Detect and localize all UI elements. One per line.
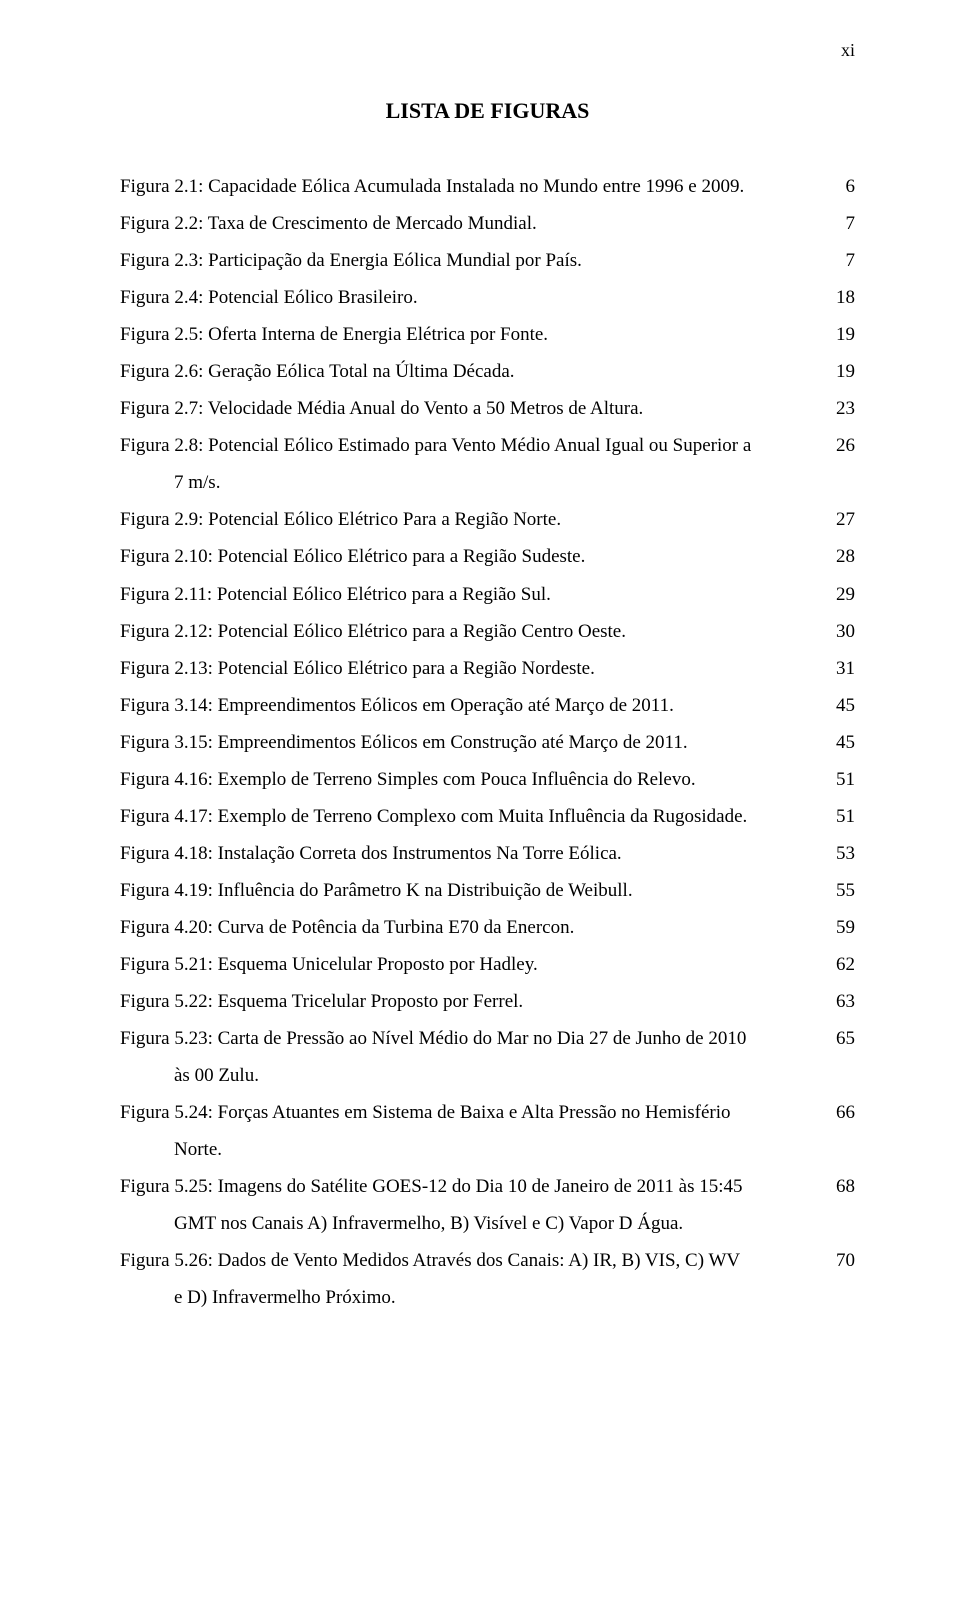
figure-entry-label: Figura 4.18: Instalação Correta dos Inst…	[120, 835, 823, 872]
figure-entry-label: Figura 2.1: Capacidade Eólica Acumulada …	[120, 168, 823, 205]
figure-entry: Figura 2.12: Potencial Eólico Elétrico p…	[120, 613, 855, 650]
figure-entry: Figura 2.1: Capacidade Eólica Acumulada …	[120, 168, 855, 205]
figure-entry-label: Figura 5.22: Esquema Tricelular Proposto…	[120, 983, 823, 1020]
figure-entry-page: 55	[823, 872, 855, 909]
figure-entry-page: 53	[823, 835, 855, 872]
figure-entry-page: 59	[823, 909, 855, 946]
figure-entry-label: Figura 2.2: Taxa de Crescimento de Merca…	[120, 205, 823, 242]
figure-entry-label: Figura 2.5: Oferta Interna de Energia El…	[120, 316, 823, 353]
figure-entry-label: Figura 2.7: Velocidade Média Anual do Ve…	[120, 390, 823, 427]
figure-entry-page: 31	[823, 650, 855, 687]
figure-entry-label: Figura 5.25: Imagens do Satélite GOES-12…	[120, 1168, 823, 1205]
figure-entry-page: 30	[823, 613, 855, 650]
figure-entry-page: 45	[823, 724, 855, 761]
figure-entry: Figura 3.15: Empreendimentos Eólicos em …	[120, 724, 855, 761]
figure-entry-label: Figura 4.19: Influência do Parâmetro K n…	[120, 872, 823, 909]
figure-entry: Figura 2.7: Velocidade Média Anual do Ve…	[120, 390, 855, 427]
figure-entry-label: Figura 5.23: Carta de Pressão ao Nível M…	[120, 1020, 823, 1057]
figure-entry-label: Figura 4.20: Curva de Potência da Turbin…	[120, 909, 823, 946]
list-title: LISTA DE FIGURAS	[120, 98, 855, 124]
figure-entry: Figura 5.26: Dados de Vento Medidos Atra…	[120, 1242, 855, 1279]
figure-entry-label: Figura 2.3: Participação da Energia Eóli…	[120, 242, 823, 279]
figure-entry-label: Figura 2.10: Potencial Eólico Elétrico p…	[120, 538, 823, 575]
figure-entry: Figura 2.3: Participação da Energia Eóli…	[120, 242, 855, 279]
figure-entry-continuation: às 00 Zulu.	[120, 1057, 855, 1094]
figure-entry-page: 23	[823, 390, 855, 427]
figure-entry-label: Figura 2.13: Potencial Eólico Elétrico p…	[120, 650, 823, 687]
figure-entry: Figura 4.16: Exemplo de Terreno Simples …	[120, 761, 855, 798]
figure-entry-label: Figura 2.4: Potencial Eólico Brasileiro.	[120, 279, 823, 316]
figure-entry: Figura 5.23: Carta de Pressão ao Nível M…	[120, 1020, 855, 1057]
figure-entry-page: 6	[823, 168, 855, 205]
figure-entry-page: 63	[823, 983, 855, 1020]
figure-entry: Figura 4.18: Instalação Correta dos Inst…	[120, 835, 855, 872]
figure-entry-page: 51	[823, 798, 855, 835]
figure-entry-label: Figura 5.26: Dados de Vento Medidos Atra…	[120, 1242, 823, 1279]
figure-entry-page: 7	[823, 242, 855, 279]
figure-entry: Figura 2.8: Potencial Eólico Estimado pa…	[120, 427, 855, 464]
figure-entry: Figura 5.22: Esquema Tricelular Proposto…	[120, 983, 855, 1020]
figure-entry-page: 66	[823, 1094, 855, 1131]
figure-entry: Figura 2.2: Taxa de Crescimento de Merca…	[120, 205, 855, 242]
figure-entry-label: Figura 2.9: Potencial Eólico Elétrico Pa…	[120, 501, 823, 538]
figure-entry-page: 27	[823, 501, 855, 538]
figure-entry: Figura 2.9: Potencial Eólico Elétrico Pa…	[120, 501, 855, 538]
figure-entry-page: 28	[823, 538, 855, 575]
figure-entry-page: 19	[823, 316, 855, 353]
figure-entry: Figura 4.19: Influência do Parâmetro K n…	[120, 872, 855, 909]
figure-entry-continuation: 7 m/s.	[120, 464, 855, 501]
figure-entry-page: 18	[823, 279, 855, 316]
figure-entry-label: Figura 2.11: Potencial Eólico Elétrico p…	[120, 576, 823, 613]
figure-entry-page: 68	[823, 1168, 855, 1205]
figure-entry-page: 7	[823, 205, 855, 242]
figure-entry: Figura 4.17: Exemplo de Terreno Complexo…	[120, 798, 855, 835]
figure-entry: Figura 2.11: Potencial Eólico Elétrico p…	[120, 576, 855, 613]
figure-entry-page: 51	[823, 761, 855, 798]
figure-entry-page: 29	[823, 576, 855, 613]
figure-entry-label: Figura 4.16: Exemplo de Terreno Simples …	[120, 761, 823, 798]
figure-entry-label: Figura 2.6: Geração Eólica Total na Últi…	[120, 353, 823, 390]
figure-entry: Figura 2.5: Oferta Interna de Energia El…	[120, 316, 855, 353]
figure-entry-continuation: Norte.	[120, 1131, 855, 1168]
figure-entry-label: Figura 5.21: Esquema Unicelular Proposto…	[120, 946, 823, 983]
figure-entry-page: 45	[823, 687, 855, 724]
figure-entry: Figura 2.4: Potencial Eólico Brasileiro.…	[120, 279, 855, 316]
figure-entry-label: Figura 3.14: Empreendimentos Eólicos em …	[120, 687, 823, 724]
figure-entry-page: 19	[823, 353, 855, 390]
figure-entry-page: 70	[823, 1242, 855, 1279]
figure-entry-label: Figura 4.17: Exemplo de Terreno Complexo…	[120, 798, 823, 835]
figure-entry-page: 65	[823, 1020, 855, 1057]
figure-entry-label: Figura 5.24: Forças Atuantes em Sistema …	[120, 1094, 823, 1131]
figure-entry-continuation: e D) Infravermelho Próximo.	[120, 1279, 855, 1316]
figure-entry: Figura 3.14: Empreendimentos Eólicos em …	[120, 687, 855, 724]
figure-entry: Figura 2.10: Potencial Eólico Elétrico p…	[120, 538, 855, 575]
figure-entry: Figura 2.13: Potencial Eólico Elétrico p…	[120, 650, 855, 687]
figure-entry-page: 62	[823, 946, 855, 983]
figure-entry-continuation: GMT nos Canais A) Infravermelho, B) Visí…	[120, 1205, 855, 1242]
figure-list: Figura 2.1: Capacidade Eólica Acumulada …	[120, 168, 855, 1316]
figure-entry: Figura 4.20: Curva de Potência da Turbin…	[120, 909, 855, 946]
figure-entry-label: Figura 3.15: Empreendimentos Eólicos em …	[120, 724, 823, 761]
figure-entry-label: Figura 2.12: Potencial Eólico Elétrico p…	[120, 613, 823, 650]
figure-entry-label: Figura 2.8: Potencial Eólico Estimado pa…	[120, 427, 823, 464]
page-number: xi	[841, 40, 855, 61]
figure-entry: Figura 5.21: Esquema Unicelular Proposto…	[120, 946, 855, 983]
figure-entry: Figura 2.6: Geração Eólica Total na Últi…	[120, 353, 855, 390]
figure-entry-page: 26	[823, 427, 855, 464]
figure-entry: Figura 5.25: Imagens do Satélite GOES-12…	[120, 1168, 855, 1205]
figure-entry: Figura 5.24: Forças Atuantes em Sistema …	[120, 1094, 855, 1131]
